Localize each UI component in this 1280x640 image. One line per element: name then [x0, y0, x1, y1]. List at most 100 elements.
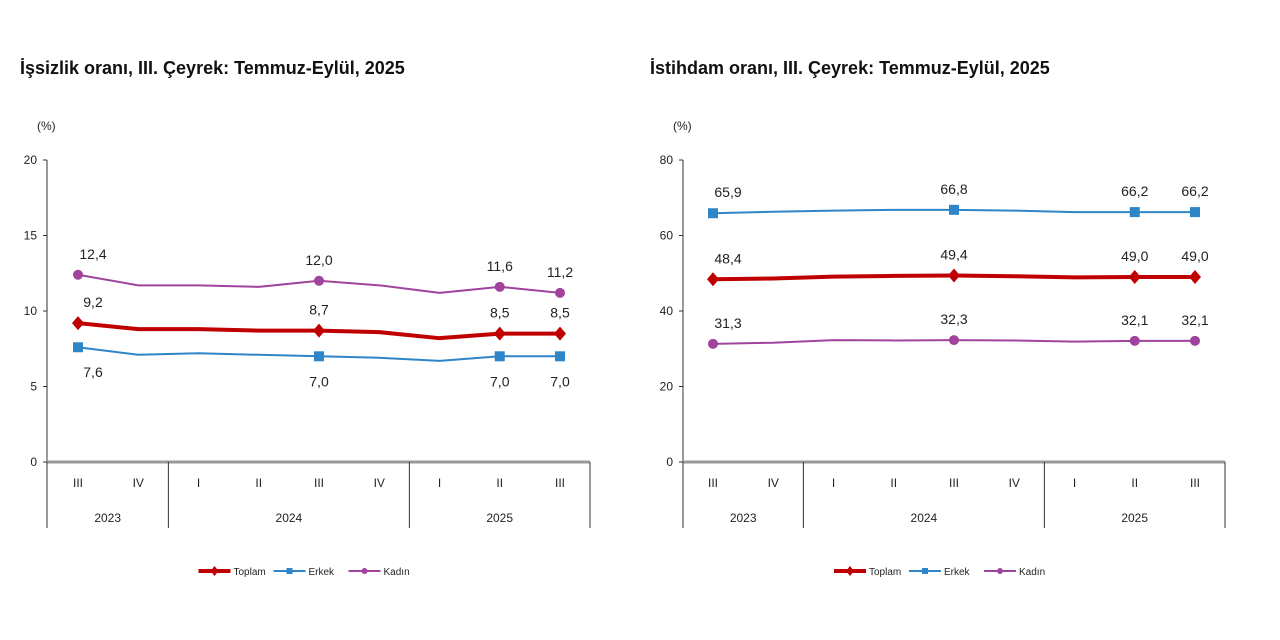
series-toplam: 48,4 49,4 49,0 49,0: [707, 247, 1209, 287]
data-label: 32,3: [940, 311, 967, 327]
series-toplam: 9,2 8,7 8,5 8,5: [72, 294, 570, 341]
y-tick-label: 0: [666, 455, 673, 469]
x-tick-label: III: [708, 476, 718, 490]
x-tick-label: IV: [374, 476, 385, 490]
legend-item-erkek: Erkek: [909, 567, 971, 578]
legend-label: Kadın: [384, 567, 410, 578]
x-tick-label: I: [832, 476, 835, 490]
legend-item-kadın: Kadın: [348, 567, 410, 578]
data-label: 12,4: [79, 246, 106, 262]
data-point: [1129, 335, 1140, 346]
legend-label: Erkek: [944, 567, 971, 578]
x-tick-label: IV: [133, 476, 144, 490]
data-point: [708, 208, 718, 219]
data-label: 66,2: [1181, 183, 1208, 199]
data-point: [1128, 270, 1141, 285]
x-tick-label: III: [314, 476, 324, 490]
legend-label: Erkek: [309, 567, 336, 578]
data-label: 7,6: [83, 364, 103, 380]
x-tick-label: III: [73, 476, 83, 490]
x-tick-label: III: [949, 476, 959, 490]
data-point: [314, 351, 324, 362]
data-label: 32,1: [1181, 312, 1208, 328]
data-label: 8,5: [490, 305, 510, 321]
data-label: 31,3: [714, 315, 741, 331]
data-label: 12,0: [305, 252, 332, 268]
y-tick-label: 60: [660, 229, 674, 243]
x-tick-label: I: [1073, 476, 1076, 490]
data-point: [1190, 207, 1200, 218]
chart-1: İşsizlik oranı, III. Çeyrek: Temmuz-Eylü…: [20, 58, 591, 578]
y-tick-label: 0: [30, 455, 37, 469]
data-label: 48,4: [714, 250, 741, 266]
x-tick-label: II: [496, 476, 503, 490]
y-tick-label: 10: [24, 304, 38, 318]
data-label: 49,0: [1121, 248, 1148, 264]
series-erkek: 65,9 66,8 66,2 66,2: [708, 181, 1209, 219]
data-point: [948, 268, 960, 283]
data-point: [554, 326, 566, 341]
chart-title: İstihdam oranı, III. Çeyrek: Temmuz-Eylü…: [650, 58, 1050, 78]
data-label: 8,5: [550, 305, 570, 321]
chart-2: İstihdam oranı, III. Çeyrek: Temmuz-Eylü…: [650, 58, 1226, 578]
x-tick-label: III: [555, 476, 565, 490]
year-label: 2024: [911, 511, 938, 525]
data-label: 11,6: [487, 258, 513, 274]
data-label: 7,0: [309, 373, 329, 389]
data-point: [494, 351, 505, 362]
series-erkek: 7,6 7,0 7,0 7,0: [73, 342, 570, 389]
data-label: 7,0: [490, 373, 510, 389]
legend-item-toplam: Toplam: [198, 566, 266, 578]
legend-label: Kadın: [1019, 567, 1045, 578]
x-tick-label: II: [255, 476, 262, 490]
data-point: [708, 338, 718, 349]
data-point: [949, 204, 959, 215]
data-point: [494, 281, 505, 292]
legend-marker: [361, 568, 368, 574]
year-label: 2023: [730, 511, 757, 525]
x-tick-label: III: [1190, 476, 1200, 490]
series-kadın: 12,4 12,0 11,6 11,2: [73, 246, 573, 298]
data-label: 66,8: [940, 181, 967, 197]
data-point: [314, 275, 324, 286]
x-tick-label: IV: [768, 476, 779, 490]
data-label: 9,2: [83, 294, 103, 310]
year-label: 2023: [94, 511, 121, 525]
y-tick-label: 5: [30, 380, 37, 394]
y-tick-label: 40: [660, 304, 674, 318]
legend-item-erkek: Erkek: [273, 567, 336, 578]
data-point: [555, 287, 565, 298]
legend-marker: [286, 568, 293, 574]
x-tick-label: I: [438, 476, 441, 490]
chart-title: İşsizlik oranı, III. Çeyrek: Temmuz-Eylü…: [20, 58, 405, 78]
y-tick-label: 80: [660, 153, 674, 167]
legend-item-kadın: Kadın: [984, 567, 1045, 578]
legend-marker: [846, 566, 854, 576]
data-point: [1189, 270, 1201, 285]
data-point: [949, 335, 959, 346]
legend-marker: [922, 568, 928, 574]
x-tick-label: II: [1131, 476, 1138, 490]
year-label: 2025: [486, 511, 513, 525]
data-point: [72, 316, 84, 331]
legend-label: Toplam: [234, 567, 266, 578]
data-label: 8,7: [309, 302, 329, 318]
x-tick-label: IV: [1009, 476, 1020, 490]
data-point: [313, 323, 325, 338]
legend-marker: [997, 568, 1003, 574]
data-point: [707, 272, 719, 287]
legend-item-toplam: Toplam: [834, 566, 901, 578]
data-point: [1190, 335, 1200, 346]
y-axis-label: (%): [673, 119, 692, 133]
y-tick-label: 20: [660, 380, 674, 394]
data-label: 65,9: [714, 184, 741, 200]
x-tick-label: I: [197, 476, 200, 490]
data-label: 11,2: [547, 264, 573, 280]
year-label: 2025: [1121, 511, 1148, 525]
data-point: [493, 326, 506, 341]
data-point: [1129, 207, 1140, 218]
data-label: 49,0: [1181, 248, 1208, 264]
data-point: [73, 269, 83, 280]
data-point: [555, 351, 565, 362]
